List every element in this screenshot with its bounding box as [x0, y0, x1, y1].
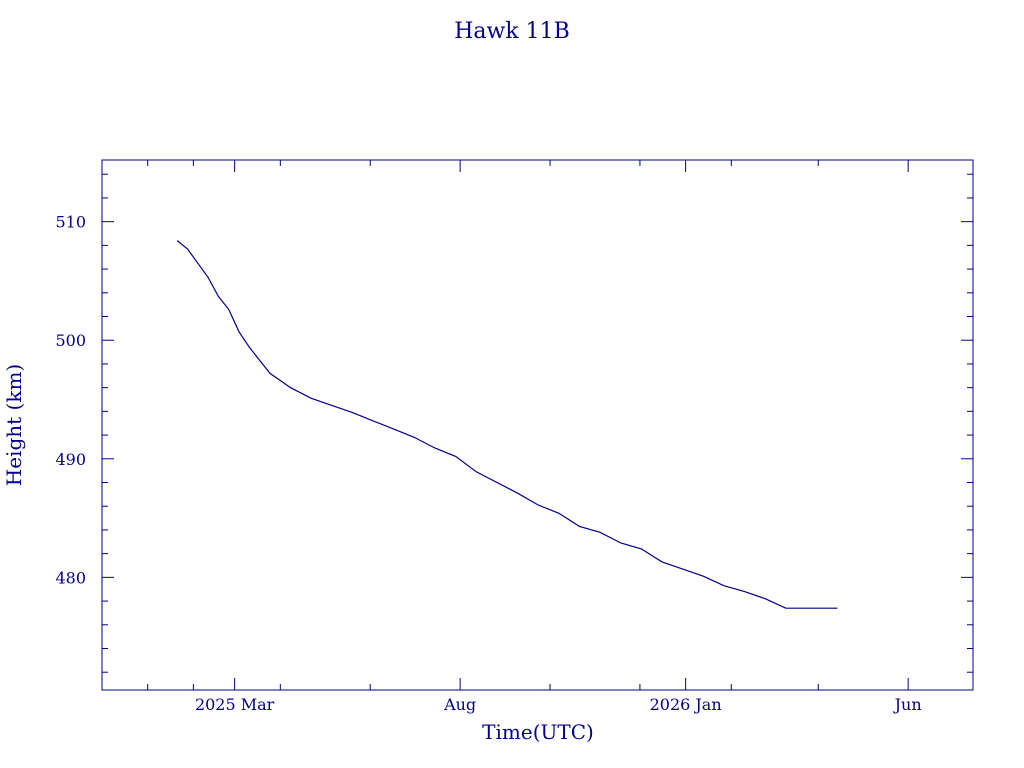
y-tick-label: 480 [55, 568, 86, 587]
axis-tick-labels: 480 490 500 510 2025 Mar Aug 2026 Jan Jun [55, 213, 921, 714]
x-axis-label: Time(UTC) [482, 720, 594, 744]
axis-ticks [102, 160, 973, 690]
x-tick-label: Aug [443, 695, 476, 714]
plot-frame [101, 159, 974, 691]
x-tick-label: 2026 Jan [650, 695, 722, 714]
x-tick-label: 2025 Mar [195, 695, 275, 714]
y-tick-label: 490 [55, 450, 86, 469]
chart-title: Hawk 11B [454, 19, 570, 44]
series-line [176, 240, 838, 609]
y-tick-label: 500 [55, 331, 86, 350]
y-axis-label: Height (km) [2, 364, 26, 486]
x-tick-label: Jun [893, 695, 922, 714]
y-tick-label: 510 [55, 213, 86, 232]
